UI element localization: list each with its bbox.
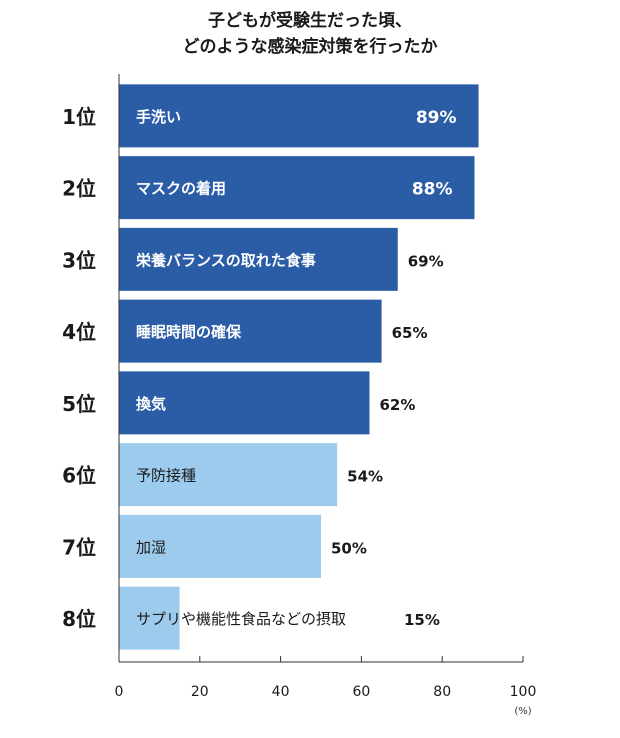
bar-2 (119, 156, 475, 220)
value-label-1: 89% (416, 108, 457, 128)
rank-label-1: 1位 (62, 105, 96, 129)
rank-label-2: 2位 (62, 177, 96, 201)
bar-label-6: 予防接種 (136, 467, 196, 485)
bar-label-4: 睡眠時間の確保 (136, 323, 242, 341)
bar-label-3: 栄養バランスの取れた食事 (135, 251, 316, 269)
chart-title: 子どもが受験生だった頃、 どのような感染症対策を行ったか (0, 8, 620, 60)
bar-7 (119, 514, 321, 578)
x-tick-label-20: 20 (191, 684, 209, 700)
x-unit-label: (%) (514, 706, 531, 717)
value-label-6: 54% (347, 468, 383, 486)
chart-title-line-1: 子どもが受験生だった頃、 (208, 11, 412, 31)
value-label-2: 88% (412, 180, 453, 200)
rank-label-8: 8位 (62, 607, 96, 631)
bar-label-5: 換気 (136, 395, 166, 413)
x-tick-label-100: 100 (510, 684, 537, 700)
x-tick-label-60: 60 (352, 684, 370, 700)
bar-label-8: サプリや機能性食品などの摂取 (136, 610, 346, 628)
bar-3 (119, 227, 398, 291)
value-label-4: 65% (392, 324, 428, 342)
rank-label-3: 3位 (62, 248, 96, 272)
value-label-5: 62% (379, 396, 415, 414)
bar-label-2: マスクの着用 (136, 180, 226, 198)
bar-1 (119, 84, 479, 148)
x-tick-label-80: 80 (433, 684, 451, 700)
bar-5 (119, 371, 370, 435)
value-label-7: 50% (331, 539, 367, 557)
x-tick-label-0: 0 (115, 684, 124, 700)
chart-title-line-2: どのような感染症対策を行ったか (182, 37, 438, 57)
rank-label-6: 6位 (62, 464, 96, 488)
rank-label-4: 4位 (62, 320, 96, 344)
bar-4 (119, 299, 382, 363)
bar-8 (119, 586, 180, 650)
value-label-3: 69% (408, 252, 444, 270)
bar-label-1: 手洗い (136, 108, 181, 126)
bar-6 (119, 443, 338, 507)
rank-label-7: 7位 (62, 535, 96, 559)
value-label-8: 15% (404, 611, 440, 629)
x-tick-label-40: 40 (272, 684, 290, 700)
rank-label-5: 5位 (62, 392, 96, 416)
bar-label-7: 加湿 (136, 538, 166, 556)
